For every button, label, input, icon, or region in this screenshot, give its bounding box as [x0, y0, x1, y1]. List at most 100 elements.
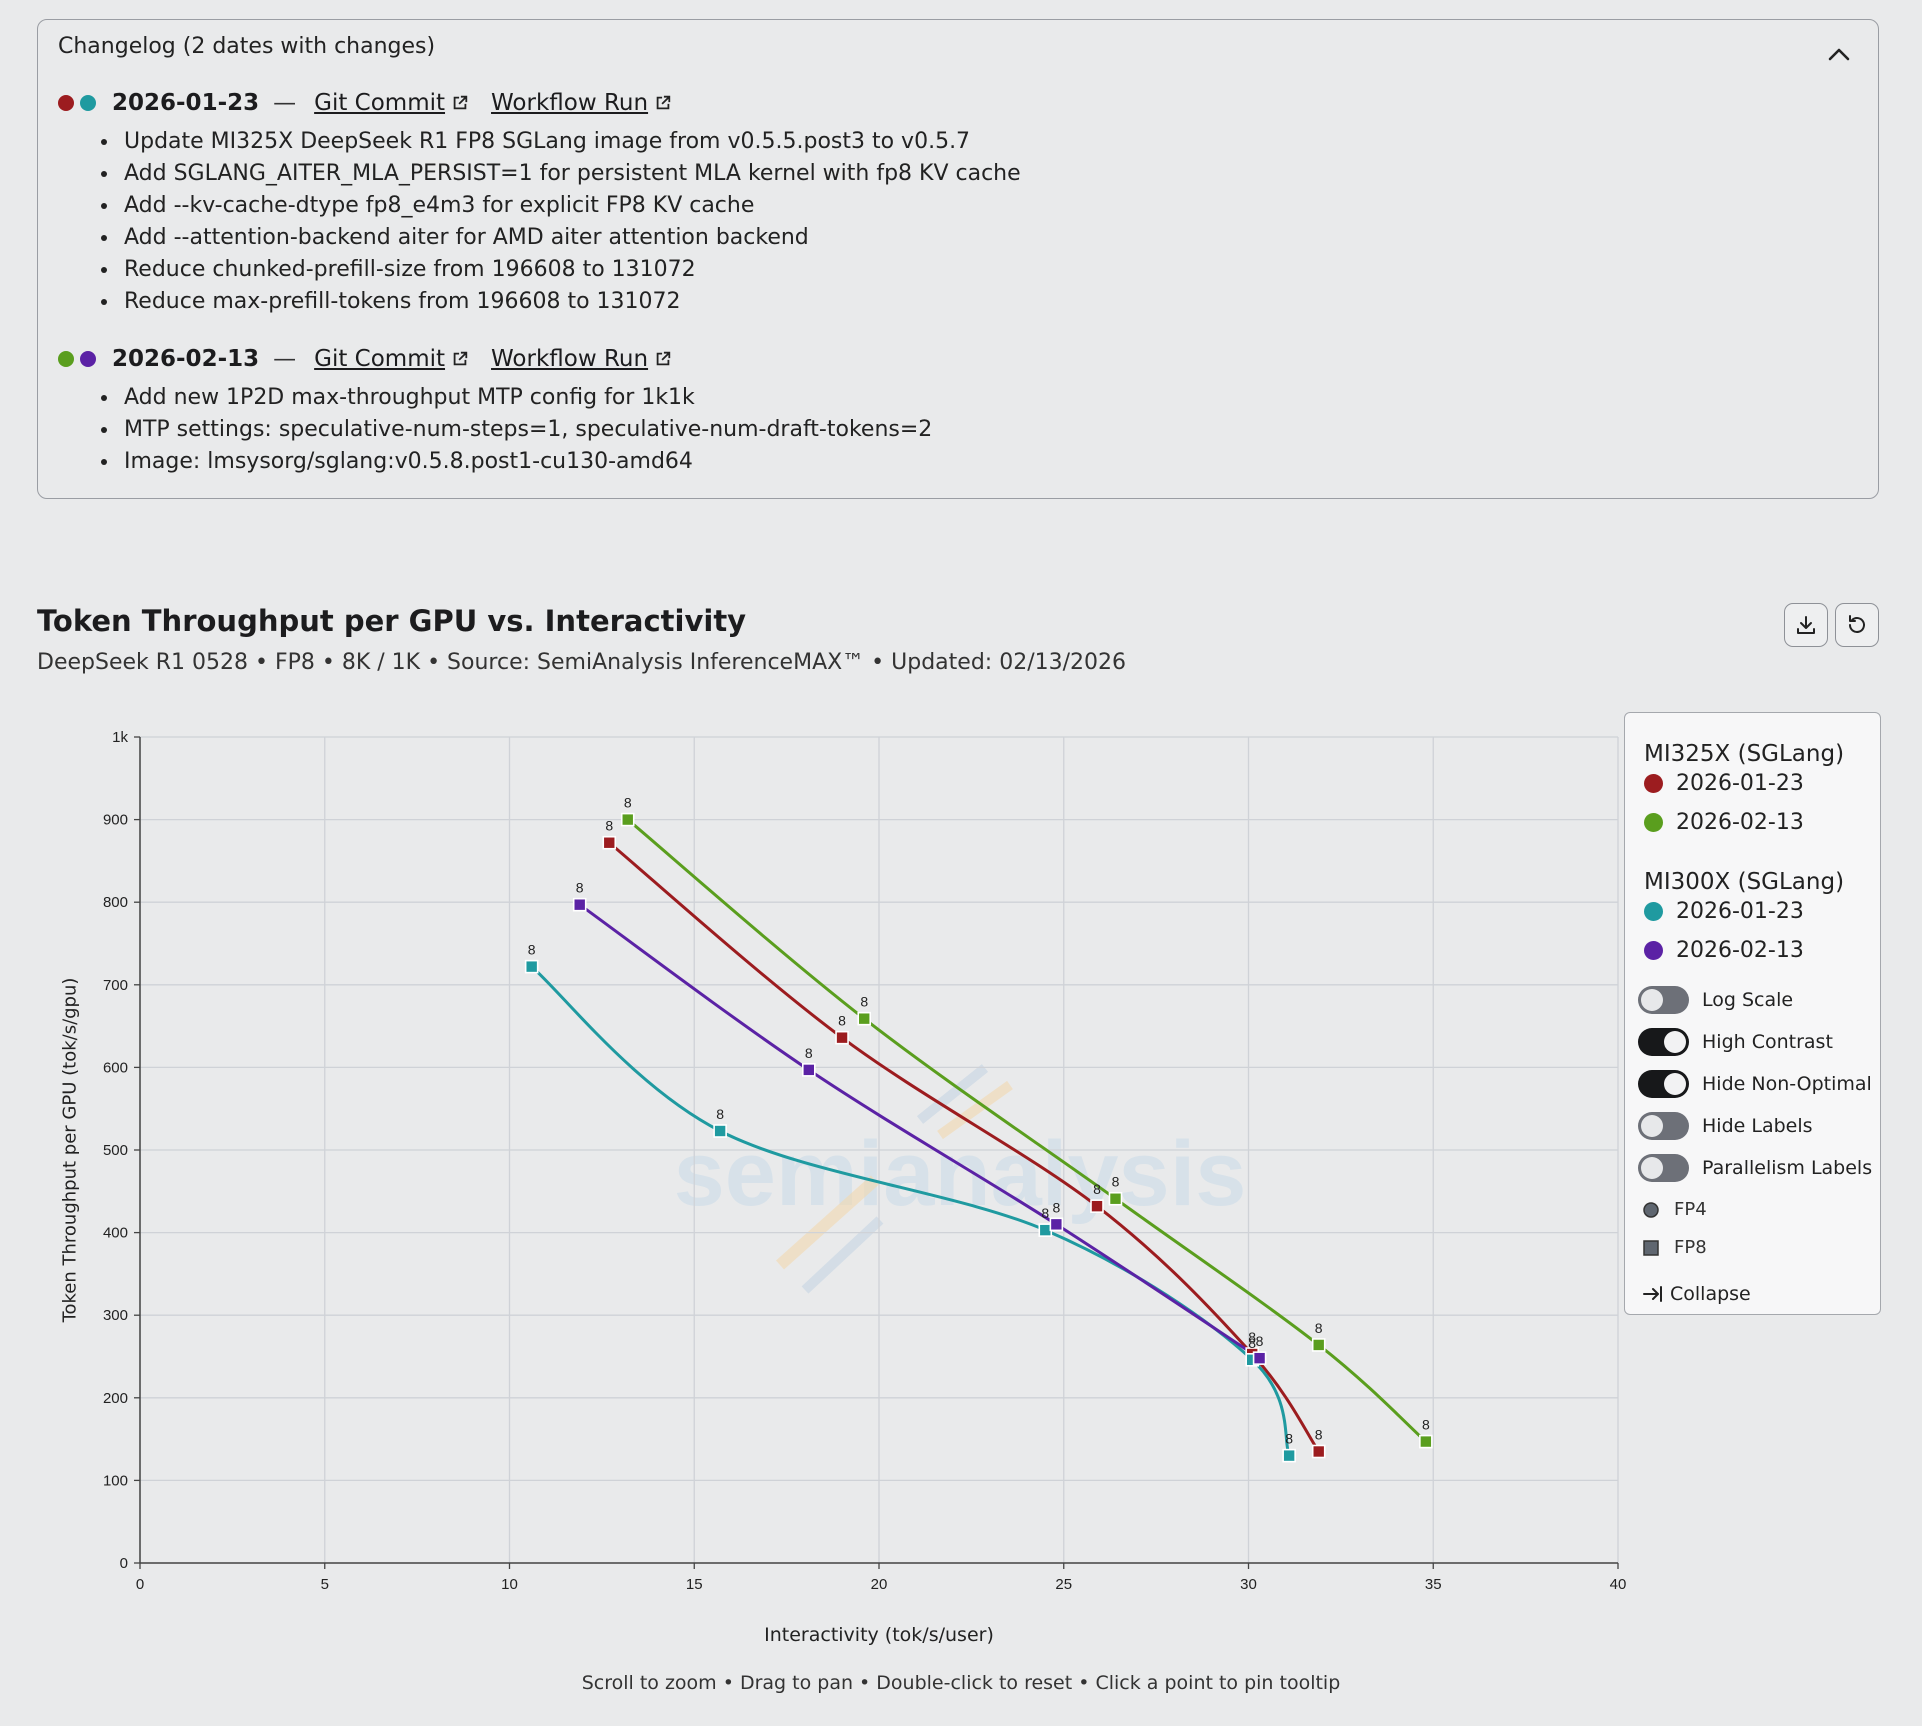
toggle-label: Hide Labels — [1702, 1115, 1813, 1137]
series-dot — [80, 95, 96, 111]
shape-legend-fp4: FP4 — [1642, 1199, 1707, 1220]
data-point — [1252, 1351, 1267, 1365]
legend-item-label: 2026-01-23 — [1676, 899, 1804, 924]
toggle-high-contrast[interactable]: High Contrast — [1638, 1028, 1833, 1056]
changelog-date: 2026-01-23 — [112, 90, 260, 116]
toggle-hide-labels[interactable]: Hide Labels — [1638, 1112, 1813, 1140]
external-link-icon[interactable] — [654, 350, 672, 368]
y-tick-label: 200 — [103, 1390, 128, 1407]
series-dot — [58, 351, 74, 367]
data-point — [713, 1124, 727, 1138]
data-label: 8 — [1315, 1426, 1323, 1442]
external-link-icon[interactable] — [654, 94, 672, 112]
git-commit-link[interactable]: Git Commit — [314, 90, 446, 116]
download-button[interactable] — [1784, 603, 1828, 647]
x-tick-label: 25 — [1055, 1576, 1072, 1593]
watermark-stroke — [916, 1064, 989, 1124]
data-point — [801, 1063, 816, 1077]
chart-axes: 0 5 10 15 20 25 30 35 40010020030040050060070080… — [103, 729, 1626, 1593]
toggle-label: High Contrast — [1702, 1031, 1833, 1053]
watermark-stroke — [937, 1080, 1013, 1140]
legend-item[interactable]: 2026-01-23 — [1644, 899, 1804, 924]
toggle-log-scale[interactable]: Log Scale — [1638, 986, 1793, 1014]
toggle-label: Log Scale — [1702, 989, 1794, 1011]
toggle-switch[interactable] — [1638, 1112, 1689, 1140]
data-label: 8 — [805, 1045, 813, 1061]
changelog-item: Update MI325X DeepSeek R1 FP8 SGLang ima… — [120, 126, 1021, 158]
throughput-chart[interactable]: semianalysis 0 5 10 15 20 25 30 35 4001002003004… — [0, 700, 1922, 1620]
watermark: semianalysis — [674, 1064, 1246, 1294]
changelog-items: Add new 1P2D max-throughput MTP config f… — [58, 382, 932, 478]
chart-legend: MI325X (SGLang) 2026-01-23 2026-02-13 MI… — [1624, 712, 1881, 1315]
data-label: 8 — [605, 818, 613, 834]
data-label: 8 — [1285, 1431, 1293, 1447]
legend-item-label: 2026-02-13 — [1676, 938, 1804, 963]
date-separator: — — [273, 346, 297, 372]
workflow-run-link[interactable]: Workflow Run — [491, 90, 649, 116]
git-commit-link[interactable]: Git Commit — [314, 346, 446, 372]
watermark-stroke — [775, 1175, 880, 1270]
y-axis-label: Token Throughput per GPU (tok/s/gpu) — [59, 977, 81, 1323]
toggle-parallelism-labels[interactable]: Parallelism Labels — [1638, 1154, 1872, 1182]
data-point — [620, 812, 635, 827]
y-tick-label: 1k — [112, 729, 128, 746]
x-tick-label: 0 — [136, 1576, 144, 1593]
data-label: 8 — [528, 942, 536, 958]
changelog-item: Image: lmsysorg/sglang:v0.5.8.post1-cu13… — [120, 446, 932, 478]
y-tick-label: 700 — [103, 977, 128, 994]
watermark-stroke — [801, 1216, 884, 1294]
changelog-item: Reduce chunked-prefill-size from 196608 … — [120, 254, 1021, 286]
chevron-up-icon[interactable] — [1824, 40, 1854, 70]
legend-item[interactable]: 2026-02-13 — [1644, 938, 1804, 963]
workflow-run-link[interactable]: Workflow Run — [491, 346, 649, 372]
chart-hint: Scroll to zoom • Drag to pan • Double-cl… — [581, 1672, 1341, 1694]
shape-label: FP8 — [1674, 1237, 1707, 1258]
legend-dot — [1644, 902, 1663, 921]
x-tick-label: 35 — [1425, 1576, 1442, 1593]
legend-item-label: 2026-02-13 — [1676, 810, 1804, 835]
external-link-icon[interactable] — [451, 94, 469, 112]
data-label: 8 — [1041, 1205, 1049, 1221]
toggle-hide-non-optimal[interactable]: Hide Non-Optimal — [1638, 1070, 1872, 1098]
series-line — [578, 903, 1261, 1360]
changelog-entry: 2026-02-13 — Git Commit Workflow Run Add… — [58, 342, 932, 478]
square-marker-icon — [1643, 1239, 1659, 1256]
series-dot — [80, 351, 96, 367]
data-point — [1049, 1217, 1064, 1232]
shape-label: FP4 — [1674, 1199, 1707, 1220]
collapse-arrow-icon — [1643, 1286, 1662, 1302]
legend-item[interactable]: 2026-02-13 — [1644, 810, 1804, 835]
changelog-item: Add --kv-cache-dtype fp8_e4m3 for explic… — [120, 190, 1021, 222]
data-label: 8 — [716, 1106, 724, 1122]
y-tick-label: 600 — [103, 1059, 128, 1076]
changelog-item: Add SGLANG_AITER_MLA_PERSIST=1 for persi… — [120, 158, 1021, 190]
toggle-switch[interactable] — [1638, 986, 1689, 1014]
y-tick-label: 900 — [103, 812, 128, 829]
toggle-switch[interactable] — [1638, 1070, 1689, 1098]
data-point — [524, 959, 539, 974]
changelog-item: MTP settings: speculative-num-steps=1, s… — [120, 414, 932, 446]
x-tick-label: 40 — [1610, 1576, 1627, 1593]
external-link-icon[interactable] — [451, 350, 469, 368]
series-line — [626, 818, 1427, 1443]
data-label: 8 — [1315, 1320, 1323, 1336]
data-point — [1090, 1199, 1104, 1213]
legend-item[interactable]: 2026-01-23 — [1644, 771, 1804, 796]
x-tick-label: 30 — [1240, 1576, 1257, 1593]
changelog-item: Reduce max-prefill-tokens from 196608 to… — [120, 286, 1021, 318]
reset-button[interactable] — [1835, 603, 1879, 647]
data-label: 8 — [1248, 1335, 1256, 1351]
data-label: 8 — [1248, 1329, 1256, 1345]
toggle-switch[interactable] — [1638, 1154, 1689, 1182]
legend-dot — [1644, 941, 1663, 960]
data-label: 8 — [838, 1013, 846, 1029]
refresh-icon — [1849, 615, 1865, 633]
toggle-switch[interactable] — [1638, 1028, 1689, 1056]
series-dot — [58, 95, 74, 111]
collapse-button[interactable]: Collapse — [1642, 1283, 1751, 1305]
data-point — [1419, 1434, 1433, 1449]
data-point — [835, 1030, 849, 1045]
data-point — [1038, 1223, 1053, 1237]
legend-dot — [1644, 774, 1663, 793]
data-point — [1311, 1338, 1326, 1352]
